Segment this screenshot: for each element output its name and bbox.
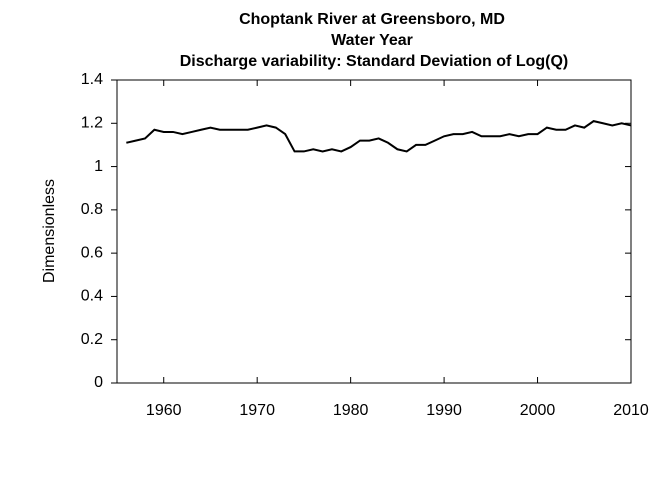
y-tick-label: 1.2 [81, 115, 103, 132]
x-tick-label: 1980 [333, 402, 369, 419]
y-axis-label: Dimensionless [41, 179, 58, 283]
chart-subtitle: Water Year [331, 32, 413, 49]
y-tick-label: 0.4 [81, 288, 103, 305]
y-tick-label: 0 [94, 374, 103, 391]
y-tick-label: 0.2 [81, 331, 103, 348]
chart-title: Choptank River at Greensboro, MD [239, 11, 505, 28]
y-tick-label: 0.6 [81, 244, 103, 261]
y-tick-label: 1.4 [81, 71, 103, 88]
x-tick-label: 1990 [426, 402, 462, 419]
chart-subtitle: Discharge variability: Standard Deviatio… [180, 53, 569, 70]
plot-frame [116, 79, 632, 384]
y-tick-label: 0.8 [81, 201, 103, 218]
x-tick-label: 2010 [613, 402, 649, 419]
x-tick-label: 1970 [239, 402, 275, 419]
data-line [126, 120, 632, 153]
y-tick-label: 1 [94, 158, 103, 175]
x-tick-label: 1960 [146, 402, 182, 419]
x-tick-label: 2000 [520, 402, 556, 419]
